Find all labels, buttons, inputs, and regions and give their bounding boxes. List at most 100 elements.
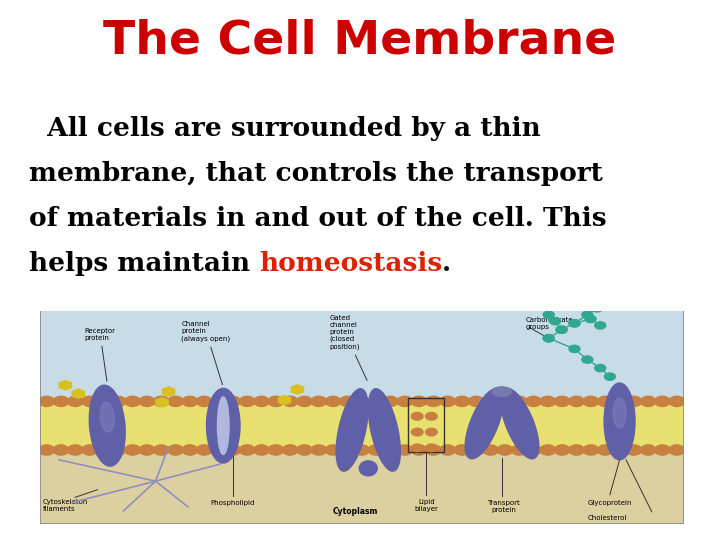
- Circle shape: [469, 445, 484, 455]
- Circle shape: [53, 396, 68, 407]
- Circle shape: [483, 396, 498, 407]
- Ellipse shape: [336, 389, 368, 471]
- Circle shape: [397, 445, 413, 455]
- Circle shape: [612, 396, 627, 407]
- Circle shape: [297, 396, 312, 407]
- Circle shape: [556, 326, 567, 333]
- Circle shape: [543, 335, 554, 342]
- Text: Cholesterol: Cholesterol: [588, 515, 626, 521]
- Circle shape: [182, 445, 197, 455]
- Circle shape: [569, 396, 584, 407]
- Circle shape: [469, 396, 484, 407]
- Circle shape: [626, 396, 642, 407]
- Circle shape: [325, 396, 341, 407]
- Ellipse shape: [369, 389, 400, 471]
- Circle shape: [354, 445, 369, 455]
- Circle shape: [454, 396, 469, 407]
- Circle shape: [411, 445, 427, 455]
- Circle shape: [569, 345, 580, 353]
- Ellipse shape: [207, 388, 240, 463]
- Circle shape: [369, 445, 384, 455]
- Circle shape: [598, 445, 613, 455]
- Circle shape: [540, 445, 556, 455]
- Circle shape: [153, 445, 169, 455]
- Circle shape: [125, 445, 140, 455]
- Circle shape: [68, 396, 83, 407]
- Circle shape: [211, 445, 226, 455]
- Circle shape: [543, 335, 554, 342]
- Bar: [408, 398, 444, 452]
- Text: homeostasis: homeostasis: [259, 251, 442, 275]
- Text: Cytoskeleton
filaments: Cytoskeleton filaments: [42, 499, 88, 512]
- Circle shape: [225, 445, 240, 455]
- Circle shape: [604, 373, 616, 380]
- Text: helps maintain: helps maintain: [29, 251, 259, 275]
- Circle shape: [426, 445, 441, 455]
- Circle shape: [411, 444, 423, 451]
- Circle shape: [511, 396, 527, 407]
- Circle shape: [96, 445, 112, 455]
- Circle shape: [585, 315, 596, 323]
- Circle shape: [569, 320, 580, 327]
- Ellipse shape: [89, 385, 125, 466]
- Text: Cytoplasm: Cytoplasm: [333, 507, 378, 516]
- Circle shape: [569, 445, 584, 455]
- Text: of materials in and out of the cell. This: of materials in and out of the cell. Thi…: [29, 206, 606, 231]
- Circle shape: [125, 396, 140, 407]
- Circle shape: [511, 445, 527, 455]
- Circle shape: [612, 445, 627, 455]
- Ellipse shape: [100, 402, 114, 432]
- Circle shape: [168, 396, 184, 407]
- Circle shape: [549, 318, 561, 325]
- Circle shape: [240, 396, 255, 407]
- Circle shape: [582, 356, 593, 363]
- Circle shape: [211, 396, 226, 407]
- Circle shape: [397, 396, 413, 407]
- Circle shape: [282, 445, 298, 455]
- Circle shape: [340, 445, 355, 455]
- Circle shape: [253, 445, 269, 455]
- Text: Transport
protein: Transport protein: [487, 501, 520, 514]
- Circle shape: [669, 396, 685, 407]
- Ellipse shape: [500, 388, 539, 459]
- Circle shape: [569, 320, 580, 327]
- Circle shape: [240, 445, 255, 455]
- Ellipse shape: [604, 383, 635, 460]
- Circle shape: [311, 396, 326, 407]
- Circle shape: [440, 445, 455, 455]
- Ellipse shape: [492, 387, 511, 396]
- Circle shape: [82, 396, 97, 407]
- Circle shape: [583, 445, 598, 455]
- Circle shape: [111, 396, 126, 407]
- Circle shape: [554, 445, 570, 455]
- Circle shape: [592, 305, 603, 312]
- Circle shape: [182, 396, 197, 407]
- Circle shape: [325, 445, 341, 455]
- Circle shape: [595, 322, 606, 329]
- Text: Gated
channel
protein
(closed
position): Gated channel protein (closed position): [330, 315, 367, 381]
- Circle shape: [498, 445, 513, 455]
- Circle shape: [139, 445, 155, 455]
- Circle shape: [82, 445, 97, 455]
- Circle shape: [354, 396, 369, 407]
- Circle shape: [111, 445, 126, 455]
- Circle shape: [582, 311, 593, 319]
- Circle shape: [595, 364, 606, 372]
- Bar: [40, 310, 684, 400]
- Circle shape: [39, 445, 55, 455]
- Circle shape: [197, 445, 212, 455]
- Circle shape: [297, 445, 312, 455]
- Circle shape: [311, 445, 326, 455]
- Circle shape: [583, 396, 598, 407]
- Text: Receptor
protein: Receptor protein: [85, 328, 116, 381]
- Circle shape: [669, 445, 685, 455]
- Circle shape: [282, 396, 298, 407]
- Ellipse shape: [359, 461, 377, 476]
- Circle shape: [225, 396, 240, 407]
- Circle shape: [411, 413, 423, 420]
- Text: All cells are surrounded by a thin: All cells are surrounded by a thin: [29, 116, 541, 141]
- Circle shape: [369, 396, 384, 407]
- Text: The Cell Membrane: The Cell Membrane: [104, 19, 616, 64]
- Circle shape: [53, 445, 68, 455]
- Text: membrane, that controls the transport: membrane, that controls the transport: [29, 161, 603, 186]
